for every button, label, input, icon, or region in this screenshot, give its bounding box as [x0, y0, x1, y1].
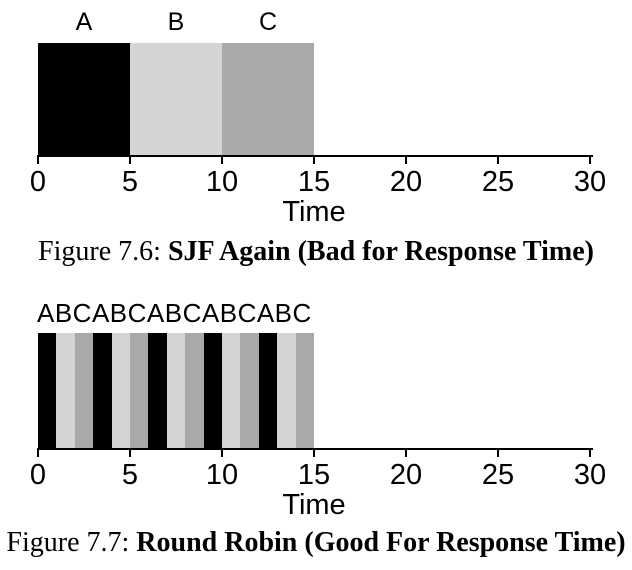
axis-tick-20 [405, 157, 407, 164]
bar-segment-C [130, 333, 149, 448]
figure-7-7-caption: Figure 7.7: Round Robin (Good For Respon… [0, 527, 632, 559]
bar-segment-C [222, 43, 314, 155]
bar-segment-A [258, 333, 278, 448]
bar-segment-A [148, 333, 167, 448]
axis-tick-label-30: 30 [573, 166, 607, 198]
axis-tick-label-25: 25 [481, 166, 515, 198]
bar-segment-A [38, 43, 130, 155]
job-label: C [258, 8, 278, 36]
bar-segment-A [38, 333, 57, 448]
axis-tick-label-5: 5 [121, 166, 139, 198]
axis-tick-label-15: 15 [297, 166, 331, 198]
job-label: B [167, 8, 185, 36]
caption-prefix: Figure 7.6: [38, 236, 161, 267]
axis-tick-20 [405, 450, 407, 457]
bar-segment-B [222, 333, 241, 448]
axis-tick-label-25: 25 [481, 459, 515, 491]
axis-tick-30 [589, 157, 591, 164]
axis-tick-label-10: 10 [205, 166, 239, 198]
axis-tick-label-20: 20 [389, 459, 423, 491]
axis-tick-5 [129, 157, 131, 164]
axis-tick-label-20: 20 [389, 166, 423, 198]
x-axis-line [37, 155, 593, 157]
bar-segment-C [240, 333, 259, 448]
axis-tick-10 [221, 157, 223, 164]
bar-segment-A [93, 333, 112, 448]
axis-tick-30 [589, 450, 591, 457]
bar-segment-B [166, 333, 186, 448]
caption-title: Round Robin (Good For Response Time) [136, 527, 626, 558]
axis-tick-label-30: 30 [573, 459, 607, 491]
job-sequence-label: ABCABCABCABCABC [37, 298, 312, 328]
axis-tick-25 [497, 157, 499, 164]
axis-tick-0 [37, 450, 39, 457]
axis-tick-15 [313, 157, 315, 164]
axis-tick-15 [313, 450, 315, 457]
axis-tick-label-0: 0 [29, 166, 47, 198]
axis-tick-0 [37, 157, 39, 164]
axis-tick-label-10: 10 [205, 459, 239, 491]
bar-segment-B [130, 43, 222, 155]
bar-segment-B [277, 333, 296, 448]
axis-tick-label-5: 5 [121, 459, 139, 491]
axis-tick-label-0: 0 [29, 459, 47, 491]
axis-tick-25 [497, 450, 499, 457]
x-axis-line [37, 448, 593, 450]
axis-tick-label-15: 15 [297, 459, 331, 491]
figure-7-6-caption: Figure 7.6: SJF Again (Bad for Response … [0, 236, 632, 268]
bar-segment-A [203, 333, 222, 448]
bar-segment-B [111, 333, 130, 448]
bar-segment-C [74, 333, 94, 448]
caption-title: SJF Again (Bad for Response Time) [167, 236, 594, 267]
caption-prefix: Figure 7.7: [6, 527, 130, 558]
bar-segment-C [295, 333, 314, 448]
bar-segment-B [56, 333, 75, 448]
axis-tick-10 [221, 450, 223, 457]
x-axis-label: Time [282, 196, 346, 228]
job-label: A [75, 8, 93, 36]
bar-segment-C [185, 333, 204, 448]
axis-tick-5 [129, 450, 131, 457]
x-axis-label: Time [282, 489, 346, 521]
